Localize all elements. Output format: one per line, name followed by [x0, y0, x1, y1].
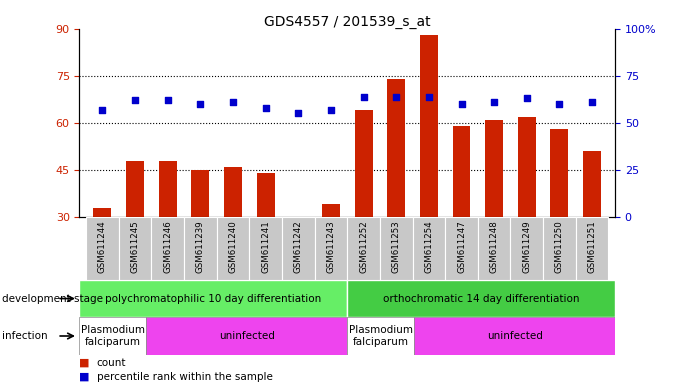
Point	[325, 107, 337, 113]
Text: infection: infection	[2, 331, 48, 341]
Point	[358, 93, 369, 99]
Bar	[347, 317, 414, 355]
Text: GSM611251: GSM611251	[587, 220, 596, 273]
Point	[162, 97, 173, 103]
Bar	[126, 161, 144, 217]
Point	[129, 97, 140, 103]
Bar	[93, 208, 111, 217]
Point	[195, 101, 206, 107]
Text: GSM611239: GSM611239	[196, 220, 205, 273]
Text: GSM611252: GSM611252	[359, 220, 368, 273]
Bar	[322, 204, 340, 217]
Bar	[191, 170, 209, 217]
Bar	[159, 161, 177, 217]
Bar	[184, 217, 216, 280]
Text: count: count	[97, 358, 126, 368]
Point	[587, 99, 598, 105]
Text: GSM611250: GSM611250	[555, 220, 564, 273]
Bar	[511, 217, 543, 280]
Point	[293, 111, 304, 117]
Point	[489, 99, 500, 105]
Text: GSM611249: GSM611249	[522, 220, 531, 273]
Text: GSM611254: GSM611254	[424, 220, 433, 273]
Text: percentile rank within the sample: percentile rank within the sample	[97, 372, 273, 382]
Text: GSM611241: GSM611241	[261, 220, 270, 273]
Bar	[413, 217, 445, 280]
Bar	[151, 217, 184, 280]
Text: GSM611243: GSM611243	[326, 220, 335, 273]
Text: GSM611253: GSM611253	[392, 220, 401, 273]
Bar	[478, 217, 511, 280]
Bar	[453, 126, 471, 217]
Bar	[380, 217, 413, 280]
Bar	[249, 217, 282, 280]
Bar	[216, 217, 249, 280]
Bar	[347, 280, 615, 317]
Bar	[314, 217, 348, 280]
Bar	[146, 317, 347, 355]
Text: GSM611244: GSM611244	[98, 220, 107, 273]
Text: GSM611240: GSM611240	[229, 220, 238, 273]
Text: GSM611248: GSM611248	[490, 220, 499, 273]
Text: uninfected: uninfected	[486, 331, 542, 341]
Text: Plasmodium
falciparum: Plasmodium falciparum	[81, 325, 145, 347]
Bar	[354, 110, 372, 217]
Bar	[79, 317, 146, 355]
Bar	[518, 117, 536, 217]
Point	[456, 101, 467, 107]
Point	[390, 93, 401, 99]
Point	[260, 105, 271, 111]
Point	[227, 99, 238, 105]
Text: Plasmodium
falciparum: Plasmodium falciparum	[349, 325, 413, 347]
Text: GSM611242: GSM611242	[294, 220, 303, 273]
Text: development stage: development stage	[2, 293, 103, 304]
Point	[521, 95, 532, 101]
Bar	[282, 217, 314, 280]
Text: orthochromatic 14 day differentiation: orthochromatic 14 day differentiation	[383, 293, 579, 304]
Bar	[583, 151, 601, 217]
Bar	[445, 217, 478, 280]
Bar	[86, 217, 119, 280]
Text: GSM611245: GSM611245	[131, 220, 140, 273]
Point	[554, 101, 565, 107]
Bar	[485, 120, 503, 217]
Bar	[347, 217, 380, 280]
Text: ■: ■	[79, 358, 90, 368]
Point	[424, 93, 435, 99]
Text: uninfected: uninfected	[219, 331, 275, 341]
Bar	[420, 35, 438, 217]
Bar	[414, 317, 615, 355]
Bar	[576, 217, 609, 280]
Bar	[79, 280, 347, 317]
Text: polychromatophilic 10 day differentiation: polychromatophilic 10 day differentiatio…	[105, 293, 321, 304]
Text: GSM611246: GSM611246	[163, 220, 172, 273]
Bar	[551, 129, 569, 217]
Point	[97, 107, 108, 113]
Bar	[387, 79, 405, 217]
Text: GDS4557 / 201539_s_at: GDS4557 / 201539_s_at	[264, 15, 430, 29]
Text: GSM611247: GSM611247	[457, 220, 466, 273]
Bar	[224, 167, 242, 217]
Bar	[256, 173, 274, 217]
Bar	[543, 217, 576, 280]
Bar	[119, 217, 151, 280]
Text: ■: ■	[79, 372, 90, 382]
